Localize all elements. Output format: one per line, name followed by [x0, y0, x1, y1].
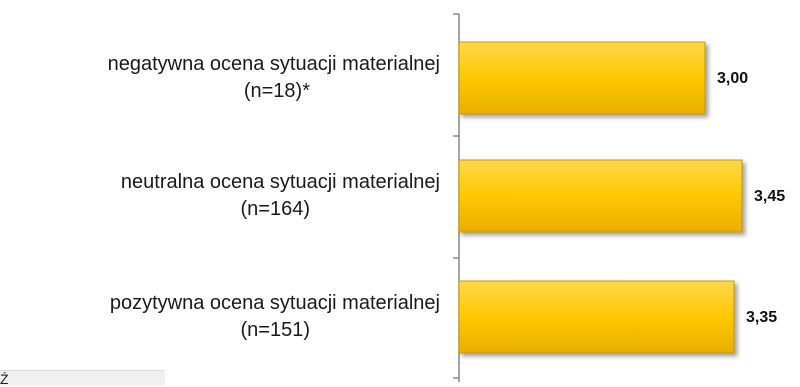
- value-label: 3,35: [746, 309, 777, 326]
- category-label-line2: (n=18)*: [243, 80, 310, 102]
- category-label-line2: (n=164): [240, 198, 311, 220]
- footnote-text: Ź: [0, 370, 165, 387]
- category-label: pozytywna ocena sytuacji materialnej (n=1…: [0, 290, 440, 344]
- bar: [458, 41, 706, 115]
- category-label-line2: (n=151): [240, 319, 311, 341]
- category-label: neutralna ocena sytuacji materialnej (n=1…: [0, 169, 440, 223]
- category-label-line1: pozytywna ocena sytuacji materialnej: [109, 292, 440, 314]
- value-label: 3,00: [717, 70, 748, 87]
- category-label-line1: neutralna ocena sytuacji materialnej: [120, 171, 440, 193]
- bar: [458, 159, 743, 233]
- bar: [458, 280, 735, 354]
- category-label: negatywna ocena sytuacji materialnej (n=1…: [0, 51, 440, 105]
- value-label: 3,45: [754, 188, 785, 205]
- category-label-line1: negatywna ocena sytuacji materialnej: [107, 53, 440, 75]
